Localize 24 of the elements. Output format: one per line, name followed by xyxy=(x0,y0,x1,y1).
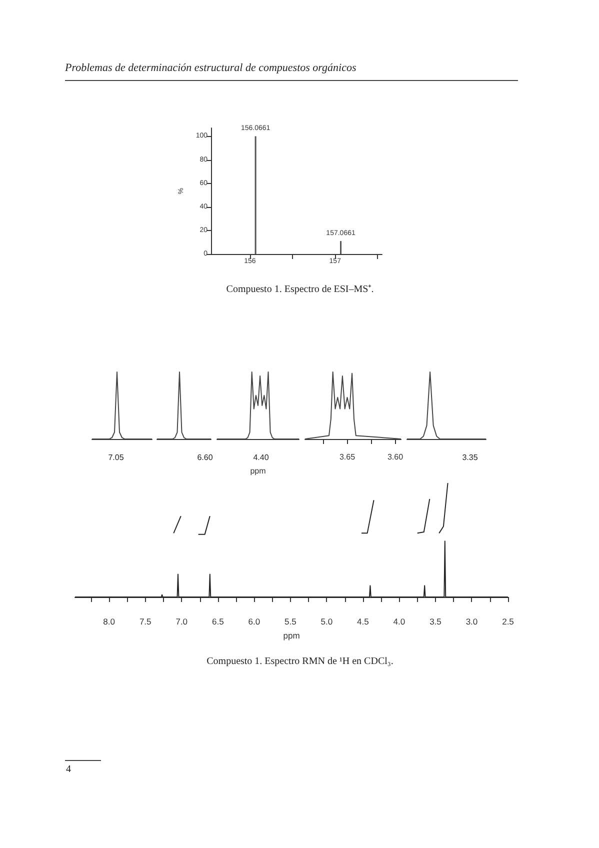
x-tick-label: 2.5 xyxy=(502,616,514,626)
x-tick-label: 6.0 xyxy=(248,616,260,626)
text: 6.60 xyxy=(196,453,214,462)
x-tick-label: 3.0 xyxy=(466,616,478,626)
text: 4.40 xyxy=(252,453,270,462)
text: 4 xyxy=(66,764,72,775)
text: 3.35 xyxy=(461,453,479,462)
x-tick-label: 7.5 xyxy=(139,616,152,626)
x-tick-label: 5.5 xyxy=(284,616,297,626)
x-tick-label: 3.65 xyxy=(339,452,356,462)
x-tick-label: 8.0 xyxy=(103,616,116,626)
x-tick-label: 4.0 xyxy=(393,616,406,626)
x-tick-label: 5.0 xyxy=(320,616,333,626)
x-tick-label: 7.0 xyxy=(176,616,188,626)
x-tick-label: 6.5 xyxy=(212,616,224,626)
x-tick-label: 3.60 xyxy=(387,452,404,462)
text: Compuesto 1. Espectro de ESI–MS⁺. xyxy=(225,283,375,295)
text: Compuesto 1. Espectro RMN de ¹H en CDCl₃. xyxy=(206,656,394,667)
x-axis-title: ppm xyxy=(250,466,266,476)
text: 7.05 xyxy=(107,453,125,462)
x-axis-title: ppm xyxy=(283,630,300,640)
x-tick-label: 4.5 xyxy=(357,616,370,626)
text: Problemas de determinación estructural de compuestos orgánicos xyxy=(65,62,358,74)
x-tick-label: 3.5 xyxy=(430,616,442,626)
